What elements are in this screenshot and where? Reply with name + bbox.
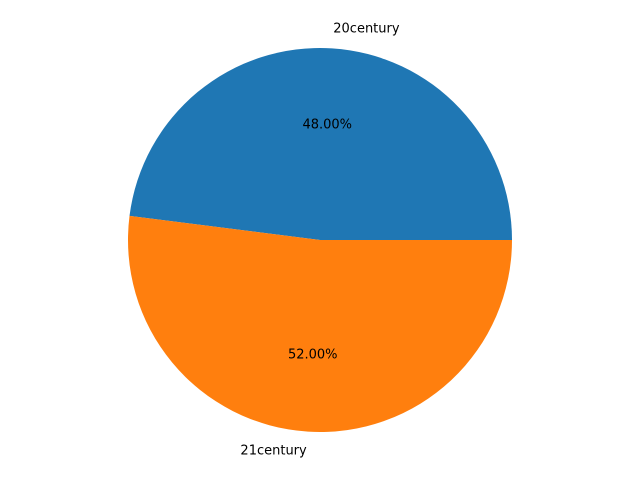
slice-label-20century: 20century: [333, 22, 400, 37]
pie-slice-20century: [129, 47, 512, 240]
pie-slices: [128, 47, 512, 432]
pie-labels: 20century 48.00% 21century 52.00%: [240, 22, 399, 459]
percent-label-21century: 52.00%: [288, 347, 338, 362]
percent-label-20century: 48.00%: [302, 118, 352, 133]
pie-slice-21century: [128, 215, 512, 432]
slice-label-21century: 21century: [240, 443, 307, 458]
